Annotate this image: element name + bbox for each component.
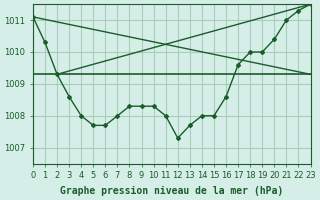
X-axis label: Graphe pression niveau de la mer (hPa): Graphe pression niveau de la mer (hPa) xyxy=(60,186,283,196)
